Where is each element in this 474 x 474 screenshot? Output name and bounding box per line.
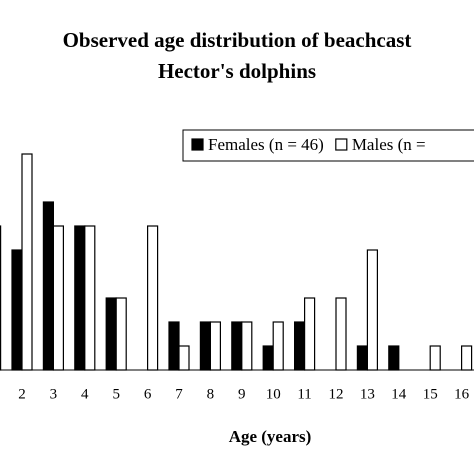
x-tick-label: 9 <box>238 386 246 402</box>
legend-box <box>182 129 474 162</box>
bar <box>241 321 253 371</box>
legend-label: Females (n = 46) <box>208 135 324 154</box>
bar <box>262 345 274 371</box>
bar <box>272 321 284 371</box>
bar <box>429 345 441 371</box>
x-tick-label: 12 <box>329 386 344 402</box>
chart-title: Observed age distribution of beachcast <box>63 28 412 52</box>
x-tick-label: 10 <box>266 386 281 402</box>
chart-title: Hector's dolphins <box>158 59 316 83</box>
bar <box>115 297 127 371</box>
bar <box>388 345 400 371</box>
legend-swatch <box>335 138 348 151</box>
x-axis-label: Age (years) <box>229 427 312 446</box>
bar <box>21 153 33 371</box>
bar <box>209 321 221 371</box>
bar <box>84 225 96 371</box>
bar <box>304 297 316 371</box>
bar <box>178 345 190 371</box>
bar <box>168 321 180 371</box>
x-tick-label: 5 <box>112 386 120 402</box>
bar <box>105 297 117 371</box>
legend-label: Males (n = <box>352 135 426 154</box>
bar <box>199 321 211 371</box>
legend-swatch <box>191 138 204 151</box>
x-tick-label: 14 <box>391 386 407 402</box>
x-tick-label: 2 <box>18 386 26 402</box>
bar <box>74 225 86 371</box>
x-tick-label: 8 <box>207 386 215 402</box>
x-tick-label: 16 <box>454 386 470 402</box>
x-tick-label: 6 <box>144 386 152 402</box>
x-tick-label: 7 <box>175 386 183 402</box>
bar <box>294 321 306 371</box>
x-tick-label: 15 <box>423 386 438 402</box>
bar <box>0 225 2 371</box>
x-tick-label: 4 <box>81 386 89 402</box>
bar <box>42 201 55 371</box>
x-tick-label: 11 <box>297 386 311 402</box>
bar <box>147 225 159 371</box>
bar <box>356 345 368 371</box>
x-tick-label: 3 <box>50 386 58 402</box>
bar <box>461 345 473 371</box>
x-tick-label: 13 <box>360 386 375 402</box>
bar <box>335 297 347 371</box>
bar <box>52 225 65 371</box>
bar <box>231 321 243 371</box>
bar <box>11 249 23 371</box>
bar <box>366 249 378 371</box>
